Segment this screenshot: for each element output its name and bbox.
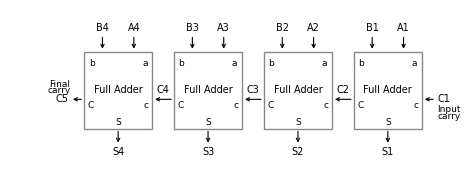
Text: b: b — [179, 59, 184, 68]
Text: Full Adder: Full Adder — [273, 85, 322, 95]
Text: B2: B2 — [276, 23, 289, 33]
Bar — [354, 52, 422, 129]
Text: A4: A4 — [128, 23, 140, 33]
Text: c: c — [323, 101, 328, 110]
Bar — [174, 52, 242, 129]
Text: Final: Final — [49, 80, 70, 89]
Text: a: a — [322, 59, 328, 68]
Text: B4: B4 — [96, 23, 109, 33]
Text: C1: C1 — [438, 94, 450, 104]
Text: b: b — [358, 59, 364, 68]
Text: b: b — [89, 59, 94, 68]
Text: S1: S1 — [382, 147, 394, 157]
Text: S: S — [295, 118, 301, 127]
Bar — [264, 52, 332, 129]
Text: Full Adder: Full Adder — [94, 85, 143, 95]
Text: a: a — [412, 59, 417, 68]
Text: S3: S3 — [202, 147, 214, 157]
Text: C3: C3 — [246, 86, 259, 95]
Text: carry: carry — [47, 86, 71, 95]
Text: C5: C5 — [55, 94, 69, 104]
Text: carry: carry — [438, 112, 461, 121]
Text: B3: B3 — [186, 23, 199, 33]
Text: c: c — [233, 101, 238, 110]
Text: c: c — [413, 101, 418, 110]
Text: Full Adder: Full Adder — [364, 85, 412, 95]
Text: C4: C4 — [157, 86, 170, 95]
Text: a: a — [142, 59, 147, 68]
Bar — [84, 52, 152, 129]
Text: S: S — [115, 118, 121, 127]
Text: A3: A3 — [218, 23, 230, 33]
Text: b: b — [268, 59, 274, 68]
Text: S4: S4 — [112, 147, 124, 157]
Text: C2: C2 — [337, 86, 349, 95]
Text: A2: A2 — [307, 23, 320, 33]
Text: C: C — [357, 101, 364, 110]
Text: C: C — [268, 101, 274, 110]
Text: Input: Input — [438, 105, 461, 114]
Text: S: S — [385, 118, 391, 127]
Text: c: c — [143, 101, 148, 110]
Text: C: C — [178, 101, 184, 110]
Text: S: S — [205, 118, 211, 127]
Text: a: a — [232, 59, 237, 68]
Text: B1: B1 — [366, 23, 379, 33]
Text: Full Adder: Full Adder — [184, 85, 232, 95]
Text: S2: S2 — [292, 147, 304, 157]
Text: C: C — [88, 101, 94, 110]
Text: A1: A1 — [397, 23, 410, 33]
